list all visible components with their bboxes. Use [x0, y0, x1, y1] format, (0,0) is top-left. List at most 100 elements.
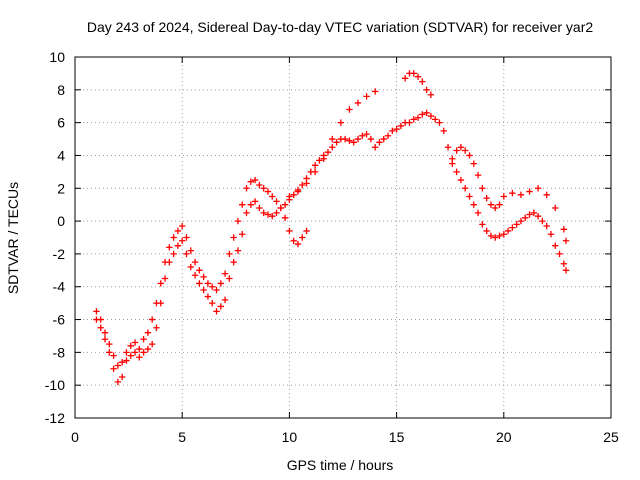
data-point [397, 122, 405, 130]
data-point [140, 349, 147, 356]
data-point [204, 280, 212, 287]
data-point [166, 244, 173, 251]
series-3 [286, 70, 570, 244]
data-point [470, 201, 477, 208]
data-point [299, 234, 306, 241]
data-point [127, 352, 134, 359]
data-point [110, 365, 117, 372]
data-point [294, 188, 302, 195]
data-point [204, 293, 212, 300]
data-point [110, 352, 117, 359]
data-point [170, 250, 177, 258]
data-point [247, 201, 255, 208]
data-point [303, 180, 310, 187]
data-point [346, 106, 353, 113]
data-point [500, 193, 507, 200]
grid-lines [75, 57, 611, 418]
data-point [144, 329, 152, 336]
data-point [209, 299, 216, 307]
data-point [552, 242, 559, 249]
data-point [346, 137, 353, 144]
data-point [230, 258, 237, 266]
data-point [414, 73, 422, 80]
data-point [123, 357, 130, 364]
data-point [286, 193, 293, 200]
data-point [444, 144, 452, 151]
data-point [453, 147, 460, 154]
data-point [457, 176, 465, 184]
data-point [221, 270, 229, 277]
data-point [354, 99, 362, 107]
data-point [371, 88, 379, 95]
data-point [269, 212, 276, 220]
data-point [496, 232, 503, 240]
data-point [462, 147, 469, 154]
data-point [140, 336, 147, 343]
data-point [329, 144, 336, 151]
data-point [247, 178, 255, 185]
data-point [526, 188, 533, 195]
x-tick-label: 0 [71, 429, 79, 445]
data-point [552, 204, 559, 212]
plot-frame [74, 56, 612, 419]
data-point [97, 324, 104, 331]
data-point [187, 247, 194, 254]
data-point [436, 119, 443, 126]
data-point [509, 189, 516, 197]
data-point [530, 209, 538, 217]
data-point [239, 201, 246, 208]
chart-title: Day 243 of 2024, Sidereal Day-to-day VTE… [87, 19, 593, 35]
data-point [226, 275, 233, 282]
data-point [131, 349, 139, 356]
x-tick-label: 15 [389, 429, 405, 445]
data-point [170, 234, 177, 241]
data-point [251, 176, 259, 184]
data-point [492, 204, 499, 212]
data-point [251, 198, 259, 205]
data-point [101, 336, 109, 343]
data-point [123, 349, 130, 356]
data-point [183, 234, 190, 241]
data-point [316, 157, 323, 164]
data-point [539, 217, 546, 225]
data-point [423, 86, 430, 94]
data-point [144, 345, 152, 353]
data-point [243, 209, 250, 217]
data-point [221, 296, 229, 304]
x-tick-label: 25 [603, 429, 619, 445]
data-point [127, 342, 134, 349]
data-point [264, 211, 272, 218]
data-point [106, 340, 113, 348]
data-point [483, 227, 490, 235]
data-point [453, 168, 460, 176]
data-point [363, 93, 370, 100]
data-marks [93, 70, 570, 386]
data-point [217, 280, 224, 287]
x-tick-labels: 0 5 10 15 20 25 [71, 429, 619, 445]
y-tick-label: 2 [57, 180, 65, 196]
data-point [303, 227, 310, 235]
data-point [534, 212, 542, 220]
data-point [217, 303, 224, 310]
data-point [504, 227, 512, 235]
data-point [487, 232, 495, 240]
data-point [179, 222, 186, 230]
data-point [393, 126, 400, 133]
series-1 [93, 109, 570, 386]
data-point [341, 135, 349, 143]
data-point [367, 135, 375, 143]
data-point [311, 162, 319, 169]
data-point [187, 263, 194, 271]
data-point [479, 221, 486, 228]
data-point [281, 214, 289, 222]
x-axis-label: GPS time / hours [287, 457, 394, 473]
data-point [179, 237, 186, 244]
y-tick-label: -2 [53, 246, 66, 262]
data-point [148, 340, 156, 348]
data-point [337, 119, 345, 126]
data-point [496, 201, 503, 208]
data-point [414, 114, 422, 121]
data-point [260, 209, 267, 217]
data-point [256, 204, 263, 212]
